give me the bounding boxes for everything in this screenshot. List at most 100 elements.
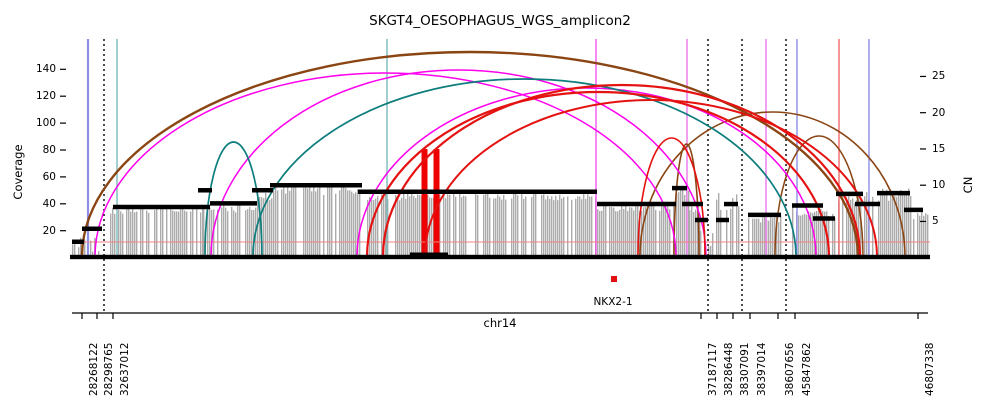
coverage-bar xyxy=(684,195,686,257)
coverage-bar xyxy=(886,189,888,257)
coverage-bar xyxy=(613,207,615,257)
coverage-bar xyxy=(834,217,836,257)
coverage-bar xyxy=(850,199,852,257)
coverage-bar xyxy=(505,199,507,257)
coverage-bar xyxy=(601,210,603,257)
coverage-bar xyxy=(609,206,611,257)
coverage-bar xyxy=(176,211,178,257)
coverage-bar xyxy=(128,208,130,257)
coverage-bar xyxy=(533,194,535,257)
coverage-bar xyxy=(447,194,449,257)
coverage-bar xyxy=(235,212,237,257)
coverage-bar xyxy=(453,193,455,257)
coverage-bar xyxy=(401,197,403,257)
coverage-bar xyxy=(575,198,577,257)
coverage-bar xyxy=(110,213,112,257)
coverage-bar xyxy=(682,188,684,257)
coverage-bar xyxy=(718,193,720,257)
breakpoint-arc xyxy=(424,99,878,258)
coverage-bar xyxy=(625,203,627,257)
coverage-bar xyxy=(818,208,820,257)
coverage-bar xyxy=(894,195,896,257)
coverage-bar xyxy=(581,199,583,257)
coverage-bar xyxy=(192,206,194,257)
coverage-bar xyxy=(780,215,782,257)
coverage-bar xyxy=(303,187,305,257)
genomic-coordinate-label: 45847862 xyxy=(801,342,813,396)
coverage-bar xyxy=(377,195,379,257)
coverage-bar xyxy=(265,193,267,257)
coverage-bar xyxy=(475,193,477,257)
coverage-bar xyxy=(543,194,545,257)
coverage-bar xyxy=(289,190,291,257)
coverage-bar xyxy=(271,198,273,257)
coverage-bar xyxy=(465,196,467,257)
coverage-bar xyxy=(762,217,764,257)
coverage-bar xyxy=(207,209,209,257)
coverage-bar xyxy=(275,185,277,257)
coverage-bar xyxy=(403,193,405,257)
coverage-bar xyxy=(431,197,433,257)
coverage-bar xyxy=(591,196,593,257)
coverage-bar xyxy=(419,194,421,257)
coverage-bar xyxy=(551,196,553,257)
breakpoint-arc xyxy=(356,87,817,258)
coverage-bar xyxy=(383,194,385,257)
coverage-bar xyxy=(904,194,906,257)
coverage-bar xyxy=(597,209,599,257)
coverage-bar xyxy=(323,194,325,257)
coverage-bar xyxy=(603,205,605,257)
gene-label-nkx2-1: NKX2-1 xyxy=(593,296,633,308)
coverage-bar xyxy=(132,207,134,257)
cn-tick-label: 15 xyxy=(932,142,946,155)
breakpoint-arc xyxy=(252,78,797,258)
coverage-bar xyxy=(563,196,565,257)
coverage-bar xyxy=(221,207,223,257)
coverage-bar xyxy=(367,199,369,257)
coverage-bar xyxy=(884,192,886,257)
genomic-coordinate-label: 38286448 xyxy=(723,342,735,396)
coverage-bar xyxy=(174,211,176,257)
coverage-bar xyxy=(295,187,297,257)
coverage-bar xyxy=(503,194,505,257)
coverage-bar xyxy=(319,186,321,257)
coverage-bar xyxy=(605,204,607,257)
coverage-bar xyxy=(808,211,810,257)
coverage-bar xyxy=(824,211,826,257)
coverage-bar xyxy=(571,199,573,257)
coverage-bar xyxy=(345,187,347,257)
coverage-bar xyxy=(798,215,800,257)
coverage-bar xyxy=(515,193,517,257)
coverage-bar xyxy=(357,189,359,257)
coverage-bar xyxy=(710,245,712,257)
coverage-bar xyxy=(461,197,463,257)
coverage-bar xyxy=(878,200,880,257)
coverage-bar xyxy=(485,193,487,257)
coverage-bar xyxy=(858,192,860,257)
coverage-bar xyxy=(114,213,116,257)
coverage-bar xyxy=(247,209,249,257)
coverage-bar xyxy=(738,206,740,257)
coverage-bar xyxy=(180,207,182,257)
coverage-bar xyxy=(146,210,148,257)
coverage-bar xyxy=(882,188,884,257)
coverage-bar xyxy=(315,191,317,257)
coverage-bar xyxy=(906,194,908,257)
coverage-bar xyxy=(443,192,445,257)
coverage-bar xyxy=(680,187,682,257)
coverage-bar xyxy=(599,210,601,257)
coverage-bar xyxy=(635,206,637,257)
cn-tick-label: 25 xyxy=(932,70,946,83)
coverage-bar xyxy=(245,210,247,257)
coverage-bar xyxy=(309,185,311,257)
coverage-bar xyxy=(643,207,645,257)
breakpoint-arc xyxy=(210,69,707,258)
coverage-bar xyxy=(720,209,722,257)
coverage-bar xyxy=(413,195,415,257)
coverage-bar xyxy=(555,195,557,257)
coverage-bar xyxy=(549,198,551,257)
coverage-bar xyxy=(501,199,503,257)
coverage-bar xyxy=(182,205,184,257)
coverage-bar xyxy=(267,199,269,257)
coverage-tick-label: 40 xyxy=(42,197,56,210)
